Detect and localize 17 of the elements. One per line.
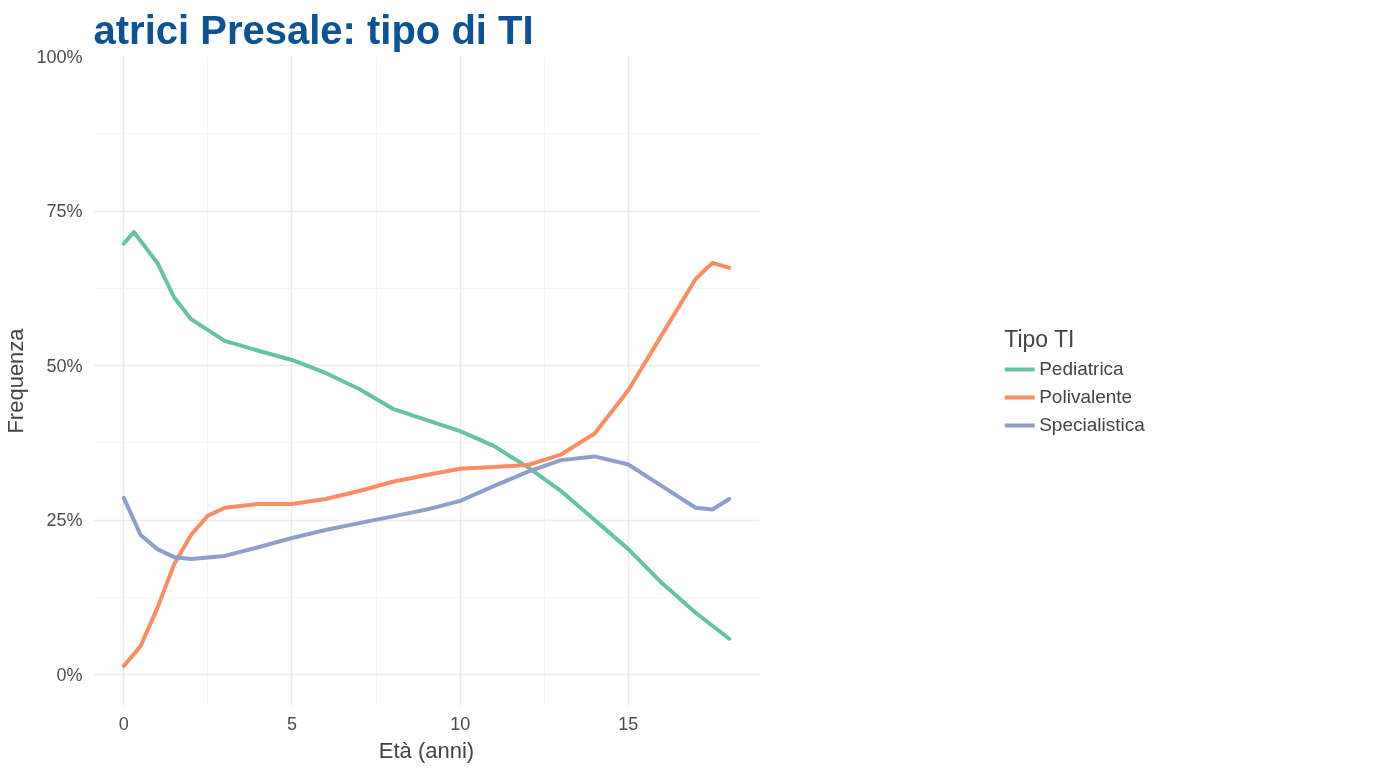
x-tick-label: 15	[618, 713, 639, 734]
y-tick-label: 0%	[56, 664, 83, 685]
legend-label: Specialistica	[1039, 413, 1145, 436]
x-tick-label: 0	[118, 713, 129, 734]
y-tick-label: 100%	[36, 46, 83, 67]
y-tick-label: 50%	[46, 355, 83, 376]
legend-label: Pediatrica	[1039, 357, 1124, 380]
x-tick-label: 5	[286, 713, 297, 734]
y-axis-title: Frequenza	[3, 327, 29, 434]
chart-title: atrici Presale: tipo di TI	[93, 7, 534, 52]
y-tick-label: 75%	[46, 201, 83, 222]
x-axis-title: Età (anni)	[378, 737, 475, 763]
x-tick-label: 10	[450, 713, 471, 734]
y-tick-label: 25%	[46, 510, 83, 531]
line-series	[121, 454, 732, 562]
legend-label: Polivalente	[1039, 385, 1133, 408]
legend-title: Tipo TI	[1004, 325, 1076, 353]
